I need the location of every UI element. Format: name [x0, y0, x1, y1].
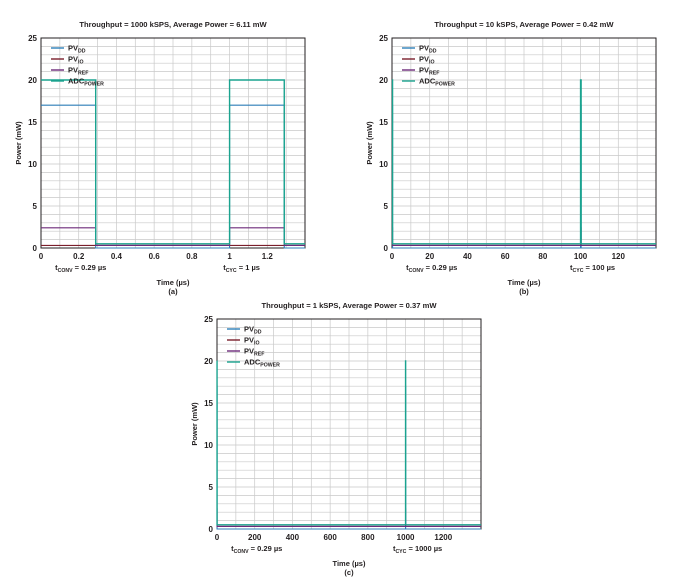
y-tick-label: 5 — [33, 202, 38, 211]
x-tick-label: 20 — [425, 252, 434, 261]
x-axis-label: Time (µs) — [157, 278, 190, 287]
tconv-annotation: tCONV = 0.29 µs — [231, 544, 282, 555]
panel-label: (a) — [168, 287, 178, 296]
x-tick-label: 60 — [501, 252, 510, 261]
legend-entry: PVDD — [68, 44, 86, 55]
x-tick-label: 200 — [248, 533, 262, 542]
series-line-adc-power — [41, 79, 305, 245]
y-tick-label: 10 — [28, 160, 37, 169]
x-tick-label: 0 — [39, 252, 44, 261]
x-tick-label: 80 — [538, 252, 547, 261]
chart-panel-c: Throughput = 1 kSPS, Average Power = 0.3… — [190, 301, 482, 577]
legend-entry: ADCPOWER — [244, 358, 280, 369]
panel-label: (b) — [519, 287, 529, 296]
x-axis-label: Time (µs) — [508, 278, 541, 287]
x-axis-label: Time (µs) — [333, 559, 366, 568]
y-tick-label: 10 — [379, 160, 388, 169]
x-tick-label: 0.4 — [111, 252, 123, 261]
panel-label: (c) — [344, 568, 354, 577]
y-tick-label: 0 — [33, 244, 38, 253]
legend-entry: PVIO — [244, 336, 260, 347]
y-axis-label: Power (mW) — [14, 121, 23, 165]
legend-entry: PVDD — [419, 44, 437, 55]
y-tick-label: 25 — [28, 34, 37, 43]
legend-entry: PVIO — [68, 55, 84, 66]
legend-entry: PVIO — [419, 55, 435, 66]
chart-title: Throughput = 10 kSPS, Average Power = 0.… — [434, 20, 614, 29]
legend-entry: PVREF — [244, 347, 264, 358]
tcyc-annotation: tCYC = 100 µs — [570, 263, 615, 274]
y-tick-label: 15 — [28, 118, 37, 127]
x-tick-label: 600 — [323, 533, 337, 542]
series-line-adc-power — [391, 79, 656, 245]
y-tick-label: 0 — [209, 525, 214, 534]
x-tick-label: 0 — [215, 533, 220, 542]
chart-panel-b: Throughput = 10 kSPS, Average Power = 0.… — [365, 20, 657, 296]
x-tick-label: 0.2 — [73, 252, 85, 261]
x-tick-label: 0.6 — [149, 252, 161, 261]
x-tick-label: 400 — [286, 533, 300, 542]
x-tick-label: 0.8 — [186, 252, 198, 261]
x-tick-label: 0 — [390, 252, 395, 261]
legend-entry: ADCPOWER — [68, 77, 104, 88]
y-tick-label: 25 — [379, 34, 388, 43]
y-tick-label: 15 — [379, 118, 388, 127]
tconv-annotation: tCONV = 0.29 µs — [406, 263, 457, 274]
tcyc-annotation: tCYC = 1 µs — [223, 263, 260, 274]
x-tick-label: 100 — [574, 252, 588, 261]
series-line-adc-power — [216, 360, 481, 526]
legend-entry: PVREF — [68, 66, 88, 77]
legend-entry: ADCPOWER — [419, 77, 455, 88]
y-axis-label: Power (mW) — [190, 402, 199, 446]
legend-entry: PVREF — [419, 66, 439, 77]
x-tick-label: 1000 — [397, 533, 415, 542]
x-tick-label: 120 — [612, 252, 626, 261]
x-tick-label: 1 — [227, 252, 232, 261]
x-tick-label: 1.2 — [262, 252, 274, 261]
y-tick-label: 15 — [204, 399, 213, 408]
x-tick-label: 1200 — [434, 533, 452, 542]
y-tick-label: 5 — [384, 202, 389, 211]
y-tick-label: 20 — [28, 76, 37, 85]
x-tick-label: 40 — [463, 252, 472, 261]
y-tick-label: 20 — [379, 76, 388, 85]
y-axis-label: Power (mW) — [365, 121, 374, 165]
legend-entry: PVDD — [244, 325, 262, 336]
tcyc-annotation: tCYC = 1000 µs — [393, 544, 442, 555]
x-tick-label: 800 — [361, 533, 375, 542]
chart-panel-a: Throughput = 1000 kSPS, Average Power = … — [14, 20, 306, 296]
y-tick-label: 5 — [209, 483, 214, 492]
chart-title: Throughput = 1000 kSPS, Average Power = … — [79, 20, 267, 29]
chart-title: Throughput = 1 kSPS, Average Power = 0.3… — [262, 301, 438, 310]
y-tick-label: 20 — [204, 357, 213, 366]
y-tick-label: 10 — [204, 441, 213, 450]
y-tick-label: 25 — [204, 315, 213, 324]
y-tick-label: 0 — [384, 244, 389, 253]
tconv-annotation: tCONV = 0.29 µs — [55, 263, 106, 274]
